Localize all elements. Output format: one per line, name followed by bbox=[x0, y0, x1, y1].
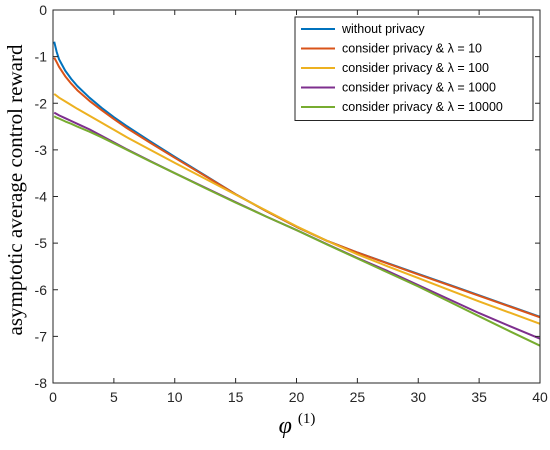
series-line-2 bbox=[53, 93, 541, 325]
legend-label-3: consider privacy & λ = 1000 bbox=[342, 81, 496, 95]
y-tick-label: -1 bbox=[35, 49, 48, 65]
x-tick-label: 15 bbox=[228, 389, 244, 405]
x-tick-label: 5 bbox=[110, 389, 118, 405]
tick-layer: 0 5 10 15 20 25 30 35 40 0 -1 -2 -3 -4 -5 -6 -7 -8 bbox=[35, 2, 548, 405]
y-tick-label: -6 bbox=[35, 282, 48, 298]
y-tick-label: -3 bbox=[35, 142, 48, 158]
x-axis-label-symbol: φ bbox=[279, 413, 292, 439]
y-tick-label: -5 bbox=[35, 235, 48, 251]
legend: without privacy consider privacy & λ = 10… bbox=[294, 16, 534, 121]
legend-label-1: consider privacy & λ = 10 bbox=[342, 42, 482, 56]
legend-label-2: consider privacy & λ = 100 bbox=[342, 61, 489, 75]
legend-label-0: without privacy bbox=[341, 22, 425, 36]
x-tick-label: 30 bbox=[410, 389, 426, 405]
x-tick-label: 20 bbox=[289, 389, 305, 405]
y-axis-label: asymptotic average control reward bbox=[3, 44, 27, 335]
y-tick-label: -2 bbox=[35, 95, 48, 111]
series-line-4 bbox=[53, 115, 541, 347]
x-tick-label: 0 bbox=[49, 389, 57, 405]
y-tick-label: 0 bbox=[39, 2, 47, 18]
y-tick-label: -7 bbox=[35, 328, 48, 344]
series-layer bbox=[53, 41, 541, 347]
x-axis-label-superscript: (1) bbox=[298, 411, 316, 427]
x-axis-label: φ (1) bbox=[279, 411, 316, 439]
y-tick-label: -8 bbox=[35, 375, 48, 391]
legend-label-4: consider privacy & λ = 10000 bbox=[342, 100, 503, 114]
x-tick-label: 25 bbox=[350, 389, 366, 405]
series-line-1 bbox=[53, 57, 541, 319]
x-tick-label: 40 bbox=[532, 389, 548, 405]
x-tick-label: 35 bbox=[471, 389, 487, 405]
x-tick-label: 10 bbox=[167, 389, 183, 405]
y-tick-label: -4 bbox=[35, 189, 48, 205]
